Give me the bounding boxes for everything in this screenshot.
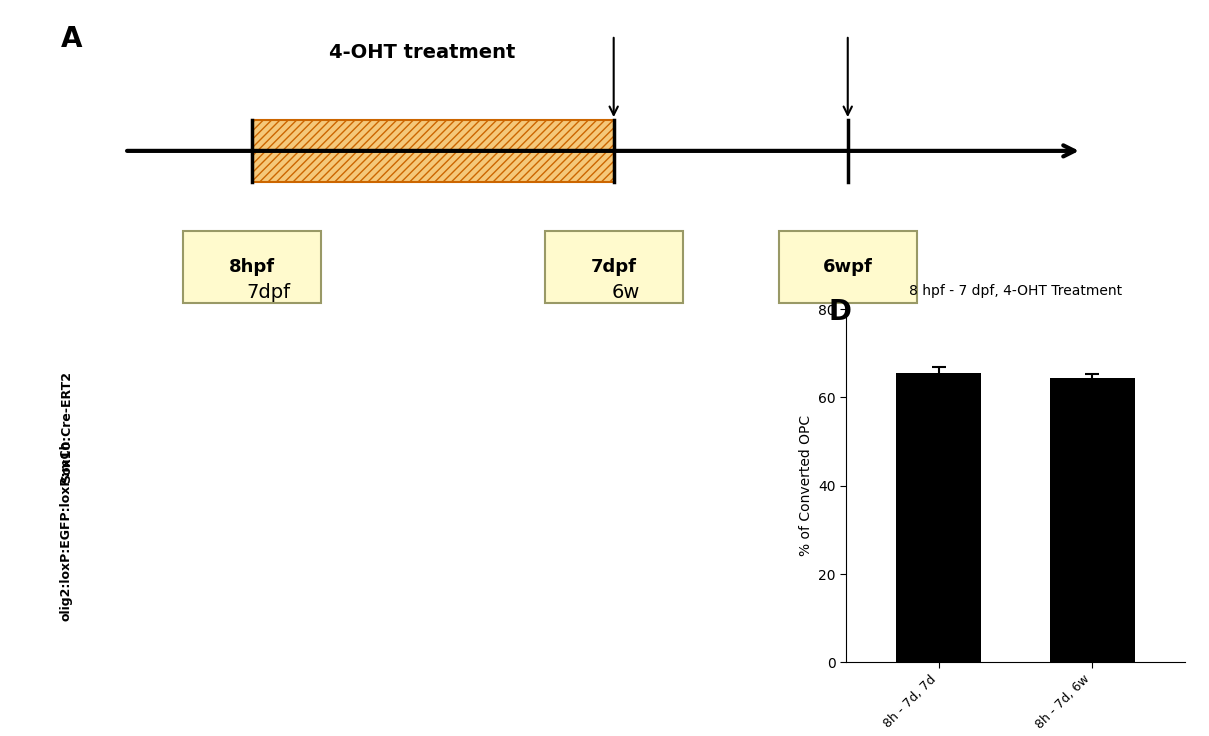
Text: 8hpf: 8hpf <box>229 258 274 276</box>
Text: D: D <box>828 298 851 326</box>
Bar <box>896 373 980 662</box>
Bar <box>251 120 614 182</box>
Y-axis label: % of Converted OPC: % of Converted OPC <box>799 415 812 556</box>
Text: 7dpf: 7dpf <box>247 283 290 302</box>
Text: B: B <box>114 332 133 355</box>
Text: C: C <box>470 332 488 355</box>
Bar <box>1051 378 1135 662</box>
Text: olig2:loxP:EGFP:loxP:mCh: olig2:loxP:EGFP:loxP:mCh <box>60 439 73 620</box>
Text: 6w: 6w <box>612 283 641 302</box>
Title: 8 hpf - 7 dpf, 4-OHT Treatment: 8 hpf - 7 dpf, 4-OHT Treatment <box>909 284 1122 298</box>
Text: 6wpf: 6wpf <box>823 258 873 276</box>
Text: 4-OHT treatment: 4-OHT treatment <box>329 43 515 63</box>
FancyBboxPatch shape <box>779 231 916 303</box>
FancyBboxPatch shape <box>544 231 683 303</box>
Text: Sox10:Cre-ERT2: Sox10:Cre-ERT2 <box>60 371 73 483</box>
Text: 7dpf: 7dpf <box>591 258 637 276</box>
FancyBboxPatch shape <box>183 231 322 303</box>
Text: A: A <box>60 25 82 53</box>
